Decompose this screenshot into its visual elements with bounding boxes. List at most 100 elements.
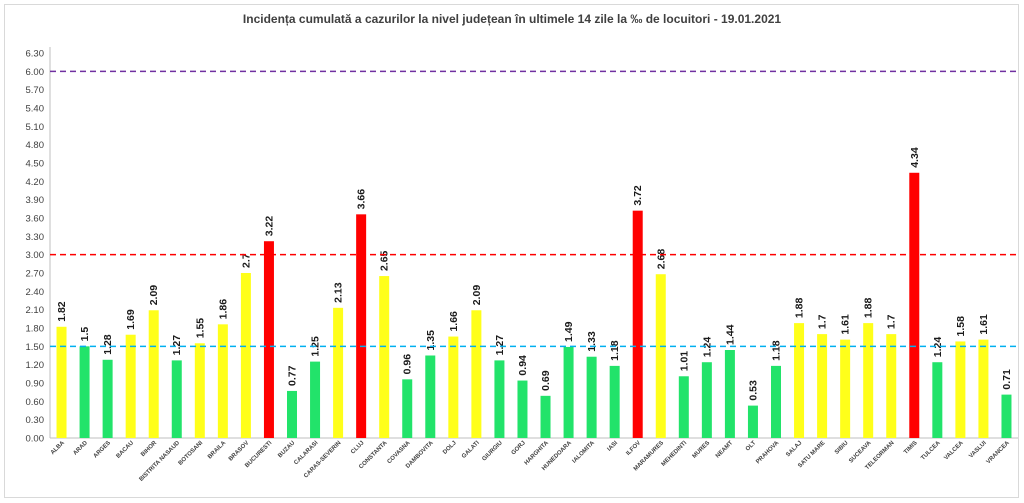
bar: [540, 395, 551, 438]
data-label: 1.35: [425, 330, 437, 351]
data-label: 2.65: [379, 250, 391, 271]
bar: [886, 334, 897, 438]
bar: [586, 356, 597, 438]
chart-frame: [4, 4, 1019, 498]
data-label: 1.88: [863, 298, 875, 319]
data-label: 1.82: [56, 301, 68, 322]
bar: [678, 376, 689, 438]
bar: [448, 336, 459, 438]
x-tick-label: MURES: [692, 440, 712, 460]
x-tick-label: ALBA: [50, 440, 66, 456]
bar: [471, 310, 482, 438]
x-tick-label: BACAU: [116, 440, 136, 460]
data-label: 1.61: [978, 314, 990, 335]
data-label: 0.53: [747, 380, 759, 401]
y-tick-label: 0.30: [26, 415, 45, 426]
bar: [932, 362, 943, 438]
x-tick-label: NEAMT: [715, 440, 735, 460]
y-tick-label: 3.00: [26, 250, 45, 261]
bar: [148, 310, 159, 438]
bar: [102, 359, 113, 438]
bar: [517, 380, 528, 438]
bar: [747, 405, 758, 438]
y-tick-label: 1.50: [26, 342, 45, 353]
data-label: 1.55: [194, 318, 206, 339]
y-tick-label: 0.90: [26, 379, 45, 390]
data-label: 1.01: [678, 351, 690, 372]
bar: [217, 324, 228, 438]
y-tick-label: 2.10: [26, 305, 45, 316]
data-label: 0.94: [517, 355, 529, 376]
x-tick-label: IASI: [607, 440, 620, 453]
y-tick-label: 4.50: [26, 159, 45, 170]
bar: [863, 323, 874, 438]
y-tick-label: 6.00: [26, 67, 45, 78]
data-label: 1.28: [102, 334, 114, 355]
bar: [333, 307, 344, 438]
data-label: 0.96: [402, 354, 414, 375]
x-tick-label: IALOMITA: [572, 440, 597, 465]
x-tick-label: TIMIS: [903, 440, 919, 456]
x-tick-label: GIURGIU: [481, 440, 503, 462]
x-tick-label: DOLJ: [442, 440, 458, 456]
bar: [171, 360, 182, 438]
x-tick-label: ILFOV: [625, 440, 642, 457]
x-tick-label: SIBIU: [834, 440, 850, 456]
x-tick-label: SALAJ: [785, 440, 803, 458]
data-label: 2.09: [148, 285, 160, 306]
y-tick-label: 2.40: [26, 287, 45, 298]
bar: [79, 346, 90, 438]
bar: [356, 214, 367, 438]
bar: [563, 346, 574, 438]
y-tick-label: 3.90: [26, 195, 45, 206]
x-tick-label: BRAILA: [207, 440, 228, 461]
data-label: 1.18: [771, 340, 783, 361]
x-tick-label: VASLUI: [968, 440, 988, 460]
data-label: 2.09: [471, 285, 483, 306]
data-label: 1.49: [563, 321, 575, 342]
bar: [655, 274, 666, 438]
data-label: 1.44: [724, 324, 736, 345]
data-label: 0.69: [540, 370, 552, 391]
bar: [817, 334, 828, 438]
data-label: 1.18: [609, 340, 621, 361]
y-tick-label: 4.20: [26, 177, 45, 188]
data-label: 1.69: [125, 309, 137, 330]
data-label: 0.71: [1001, 369, 1013, 390]
chart-title: Incidența cumulată a cazurilor la nivel …: [242, 12, 782, 26]
data-label: 3.22: [263, 216, 275, 237]
bar: [701, 362, 712, 438]
data-label: 3.66: [356, 189, 368, 210]
bar: [310, 361, 321, 438]
y-tick-label: 5.40: [26, 104, 45, 115]
bar: [840, 339, 851, 438]
y-tick-label: 1.80: [26, 324, 45, 335]
bar: [287, 390, 297, 438]
data-label: 1.24: [701, 337, 713, 358]
data-label: 1.58: [955, 316, 967, 337]
x-tick-label: TULCEA: [920, 440, 942, 462]
x-tick-label: PRAHOVA: [755, 440, 781, 466]
data-label: 1.7: [817, 314, 829, 329]
data-label: 1.61: [840, 314, 852, 335]
bar: [724, 350, 735, 438]
x-tick-label: OLT: [745, 440, 758, 453]
data-label: 2.7: [240, 253, 252, 268]
y-tick-label: 0.60: [26, 397, 45, 408]
bar: [794, 323, 805, 438]
x-tick-label: BUZAU: [277, 440, 296, 459]
bar: [125, 334, 136, 438]
bar: [379, 276, 390, 438]
data-label: 1.7: [886, 314, 898, 329]
x-tick-label: GORJ: [511, 440, 527, 456]
bar: [56, 326, 67, 438]
x-tick-label: VRANCEA: [986, 440, 1012, 466]
bar: [632, 210, 643, 438]
y-tick-label: 4.80: [26, 140, 45, 151]
data-label: 2.68: [655, 249, 667, 270]
bar: [771, 365, 781, 438]
data-label: 1.27: [494, 335, 506, 356]
data-label: 1.33: [586, 331, 598, 352]
data-label: 2.13: [333, 282, 345, 303]
